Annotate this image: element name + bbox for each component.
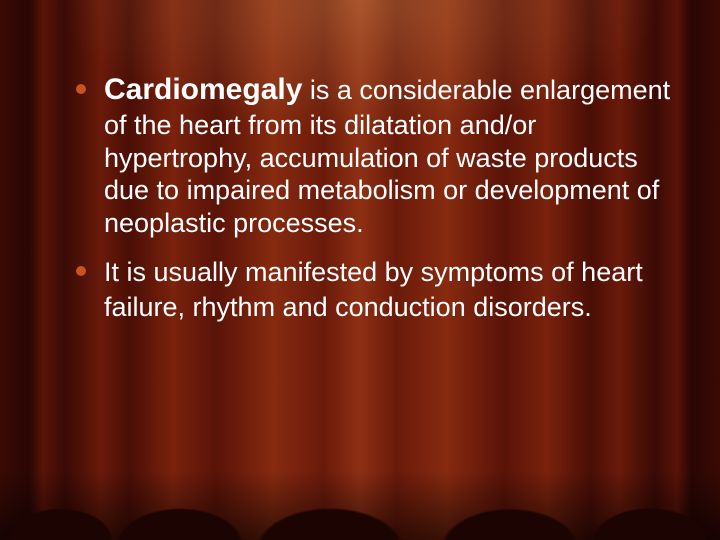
bullet-text: It is usually manifested by symptoms of …	[104, 257, 643, 322]
bullet-list: Cardiomegaly is a considerable enlargeme…	[72, 72, 680, 324]
list-item: Cardiomegaly is a considerable enlargeme…	[72, 72, 680, 240]
list-item: It is usually manifested by symptoms of …	[72, 254, 680, 324]
content-area: Cardiomegaly is a considerable enlargeme…	[72, 72, 680, 338]
term: Cardiomegaly	[104, 73, 302, 106]
slide: Cardiomegaly is a considerable enlargeme…	[0, 0, 720, 540]
